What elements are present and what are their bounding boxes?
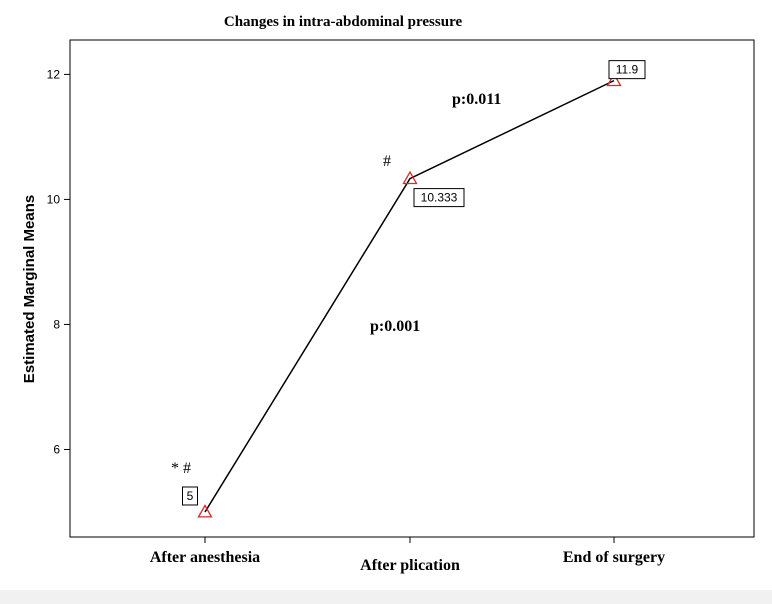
- data-label-0: 5: [187, 489, 194, 503]
- significance-marker-after-plication: #: [383, 153, 391, 170]
- chart-marks: 6 8 10 12 After anesthesia After plication End…: [47, 60, 665, 574]
- data-label-1: 10.333: [421, 191, 458, 205]
- y-axis-label: Estimated Marginal Means: [21, 195, 38, 383]
- x-tick-label-2: End of surgery: [563, 549, 665, 566]
- p-value-annotation-2: p:0.011: [452, 91, 501, 108]
- chart-title: Changes in intra-abdominal pressure: [224, 14, 463, 30]
- data-point-2: [606, 72, 622, 87]
- y-tick-label-2: 10: [47, 192, 61, 206]
- data-label-box-2: [608, 60, 646, 80]
- data-label-2: 11.9: [616, 63, 639, 77]
- data-point-1: [402, 170, 418, 185]
- significance-marker-after-anesthesia: * #: [171, 460, 191, 477]
- plot-frame: [69, 39, 755, 538]
- y-tick-label-0: 6: [53, 442, 60, 456]
- data-point-0: [197, 504, 213, 518]
- y-tick-label-3: 12: [47, 67, 61, 81]
- series-line: [204, 79, 615, 513]
- x-tick-label-0: After anesthesia: [150, 549, 260, 566]
- y-tick-label-1: 8: [53, 317, 60, 331]
- data-label-box-1: [413, 188, 465, 208]
- x-tick-label-1: After plication: [360, 557, 460, 574]
- data-label-box-0: [182, 486, 198, 506]
- p-value-annotation-1: p:0.001: [370, 318, 420, 335]
- bottom-strip: [0, 590, 772, 604]
